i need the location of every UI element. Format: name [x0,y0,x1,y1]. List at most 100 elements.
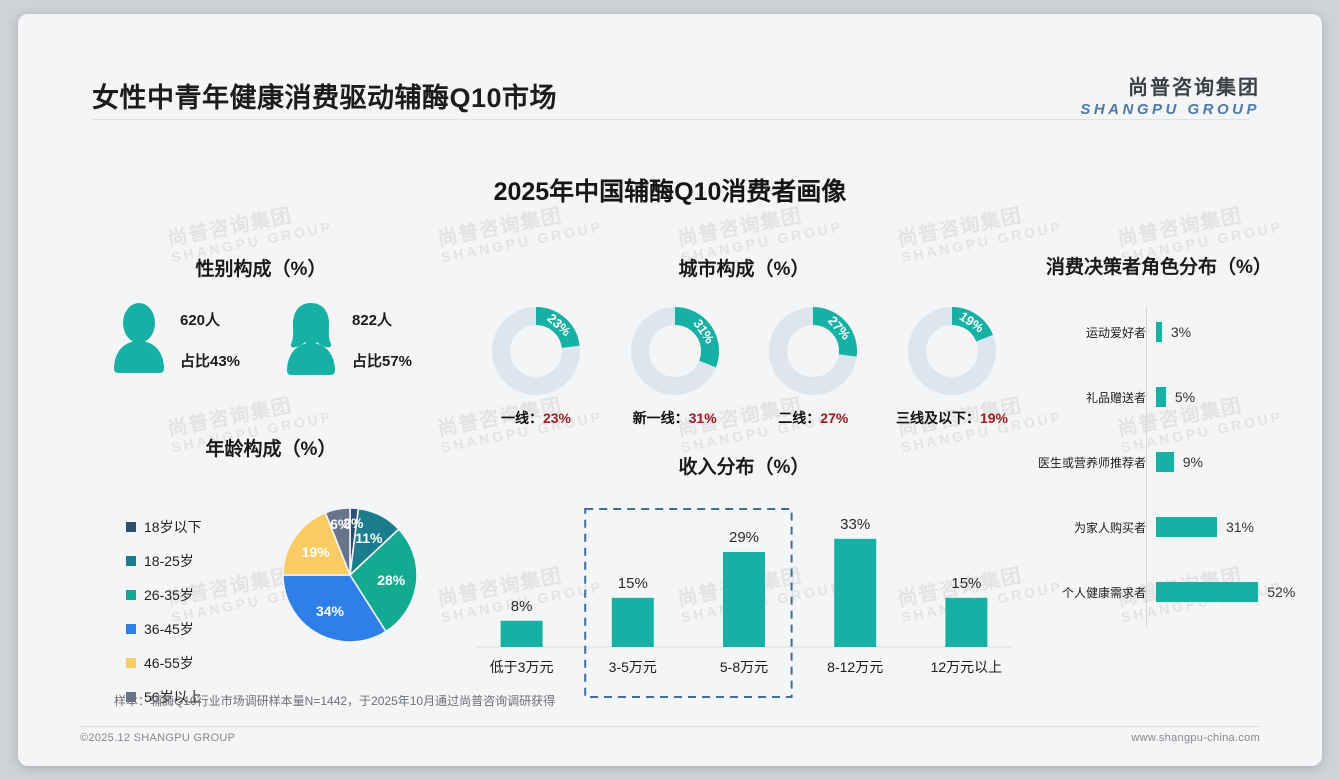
legend-item: 18-25岁 [126,551,202,571]
income-category-label: 低于3万元 [490,659,554,675]
role-label: 为家人购买者 [1073,520,1146,535]
donut-caption: 新一线：31% [611,408,739,428]
footer-copyright: ©2025.12 SHANGPU GROUP [80,732,236,744]
donut-caption-name: 三线及以下： [895,410,980,426]
city-panel: 城市构成（%） 23% 一线：23% 31% 新一线：31% 27% 二线：27% 19% 三… [466,254,1022,428]
legend-label: 36-45岁 [144,621,194,637]
pie-slice [324,507,351,576]
age-pie-chart: 2% 11% 28% 34% 19% 6% [278,503,422,652]
income-bar-value: 15% [618,575,648,592]
legend-label: 46-55岁 [144,655,194,671]
chart-subtitle: 2025年中国辅酶Q10消费者画像 [493,178,847,206]
donut-caption-value: 19% [979,410,1008,426]
donut-caption-name: 一线： [500,410,543,426]
role-bar [1156,387,1166,407]
legend-swatch [126,590,136,600]
role-row: 个人健康需求者 52% [1016,577,1302,607]
legend-item: 26-35岁 [126,585,202,605]
income-bar-value: 8% [511,598,533,615]
footer-website[interactable]: www.shangpu-china.com [1131,732,1260,744]
donut-caption-value: 23% [542,410,572,426]
city-donut: 31% 新一线：31% [611,303,739,428]
gender-row: 620人占比43% 822人 占比57% [96,301,426,391]
age-chart: 18岁以下 18-25岁 26-35岁 36-45岁 46-55岁 56岁以上 2% 11%… [96,475,446,705]
legend-item: 46-55岁 [126,653,202,673]
role-label: 医生或营养师推荐者 [1037,455,1146,470]
roles-bar-chart: 运动爱好者 3% 礼品赠送者 5% 医生或营养师推荐者 9% 为家人购买者 31% 个人健康需求… [1016,307,1302,627]
income-category-label: 3-5万元 [609,659,657,675]
city-title: 城市构成（%） [678,259,810,280]
logo-en-text: SHANGPU GROUP [1080,101,1260,118]
donut-caption: 三线及以下：19% [888,408,1016,428]
city-donut: 27% 二线：27% [749,303,877,428]
income-svg: 8% 低于3万元 15% 3-5万元 29% 5-8万元 33% 8-12万元 15% 12万元以… [476,508,1012,698]
female-icon [282,301,340,379]
donut-arc [769,307,858,395]
gender-share: 占比43% [180,353,241,370]
donut-caption-value: 27% [820,410,849,426]
roles-title: 消费决策者角色分布（%） [1046,257,1272,278]
donut-caption-value: 31% [688,410,717,426]
age-title: 年龄构成（%） [205,439,337,460]
role-value: 3% [1170,324,1192,340]
role-bar [1156,322,1162,342]
role-value: 5% [1174,389,1196,405]
legend-label: 56岁以上 [144,689,202,705]
pie-slice [348,528,418,633]
city-donut-row: 23% 一线：23% 31% 新一线：31% 27% 二线：27% 19% 三线及以下：19% [466,303,1022,428]
legend-label: 26-35岁 [144,587,194,603]
legend-item: 18岁以下 [126,517,202,537]
legend-label: 18岁以下 [144,519,202,535]
footer-divider [80,726,1260,727]
income-bar-value: 29% [729,529,759,546]
role-label: 个人健康需求者 [1061,585,1146,600]
income-category-label: 8-12万元 [827,659,883,675]
roles-panel: 消费决策者角色分布（%） 运动爱好者 3% 礼品赠送者 5% 医生或营养师推荐者 9% 为家… [1016,252,1302,627]
role-row: 运动爱好者 3% [1016,317,1302,347]
page-title: 女性中青年健康消费驱动辅酶Q10市场 [92,83,558,113]
pie-slice [282,511,352,576]
role-bar [1156,517,1217,537]
income-bar [611,597,654,647]
gender-count: 620人 [180,312,221,329]
income-panel: 收入分布（%） 8% 低于3万元 15% 3-5万元 29% 5-8万元 33% 8-12万元… [466,452,1022,705]
income-bar [723,551,765,647]
gender-stats: 822人 占比57% [352,309,412,371]
header-divider [92,119,1250,120]
legend-item: 56岁以上 [126,687,202,707]
income-bar [500,620,543,647]
donut-caption: 二线：27% [749,408,877,428]
legend-swatch [126,658,136,668]
donut-caption-name: 新一线： [632,410,689,426]
donut-arc [492,307,580,395]
age-legend: 18岁以下 18-25岁 26-35岁 36-45岁 46-55岁 56岁以上 [126,517,202,721]
legend-swatch [126,522,136,532]
brand-logo: 尚普咨询集团 SHANGPU GROUP [1080,71,1260,118]
age-panel: 年龄构成（%） 18岁以下 18-25岁 26-35岁 36-45岁 46-55岁 56岁… [96,434,446,705]
income-title: 收入分布（%） [678,457,810,478]
slide-card: 尚普咨询集团 SHANGPU GROUP 尚普咨询集团 SHANGPU GROUP 尚普… [18,14,1322,766]
footnote: 样本：辅酶Q10行业市场调研样本量N=1442，于2025年10月通过尚普咨询调… [114,694,556,708]
roles-axis-line [1146,307,1147,627]
role-value: 52% [1267,584,1296,600]
pie-slice [282,574,388,643]
role-label: 运动爱好者 [1085,325,1146,340]
legend-swatch [126,692,136,702]
header: 女性中青年健康消费驱动辅酶Q10市场 尚普咨询集团 SHANGPU GROUP [18,14,1322,120]
role-label: 礼品赠送者 [1085,390,1146,405]
role-bar [1156,452,1174,472]
legend-label: 18-25岁 [144,553,194,569]
gender-title: 性别构成（%） [195,259,327,280]
income-category-label: 12万元以上 [931,659,1003,675]
income-bar-chart: 8% 低于3万元 15% 3-5万元 29% 5-8万元 33% 8-12万元 15% 12万元以… [466,495,1022,705]
gender-item: 822人 占比57% [282,301,412,379]
role-row: 礼品赠送者 5% [1016,382,1302,412]
donut-arc [630,307,719,395]
income-bar-value: 33% [840,516,870,533]
income-bar-value: 15% [951,575,981,592]
income-bar [834,538,877,647]
legend-swatch [126,624,136,634]
donut-caption: 一线：23% [472,408,600,428]
gender-count: 822人 [352,312,393,329]
